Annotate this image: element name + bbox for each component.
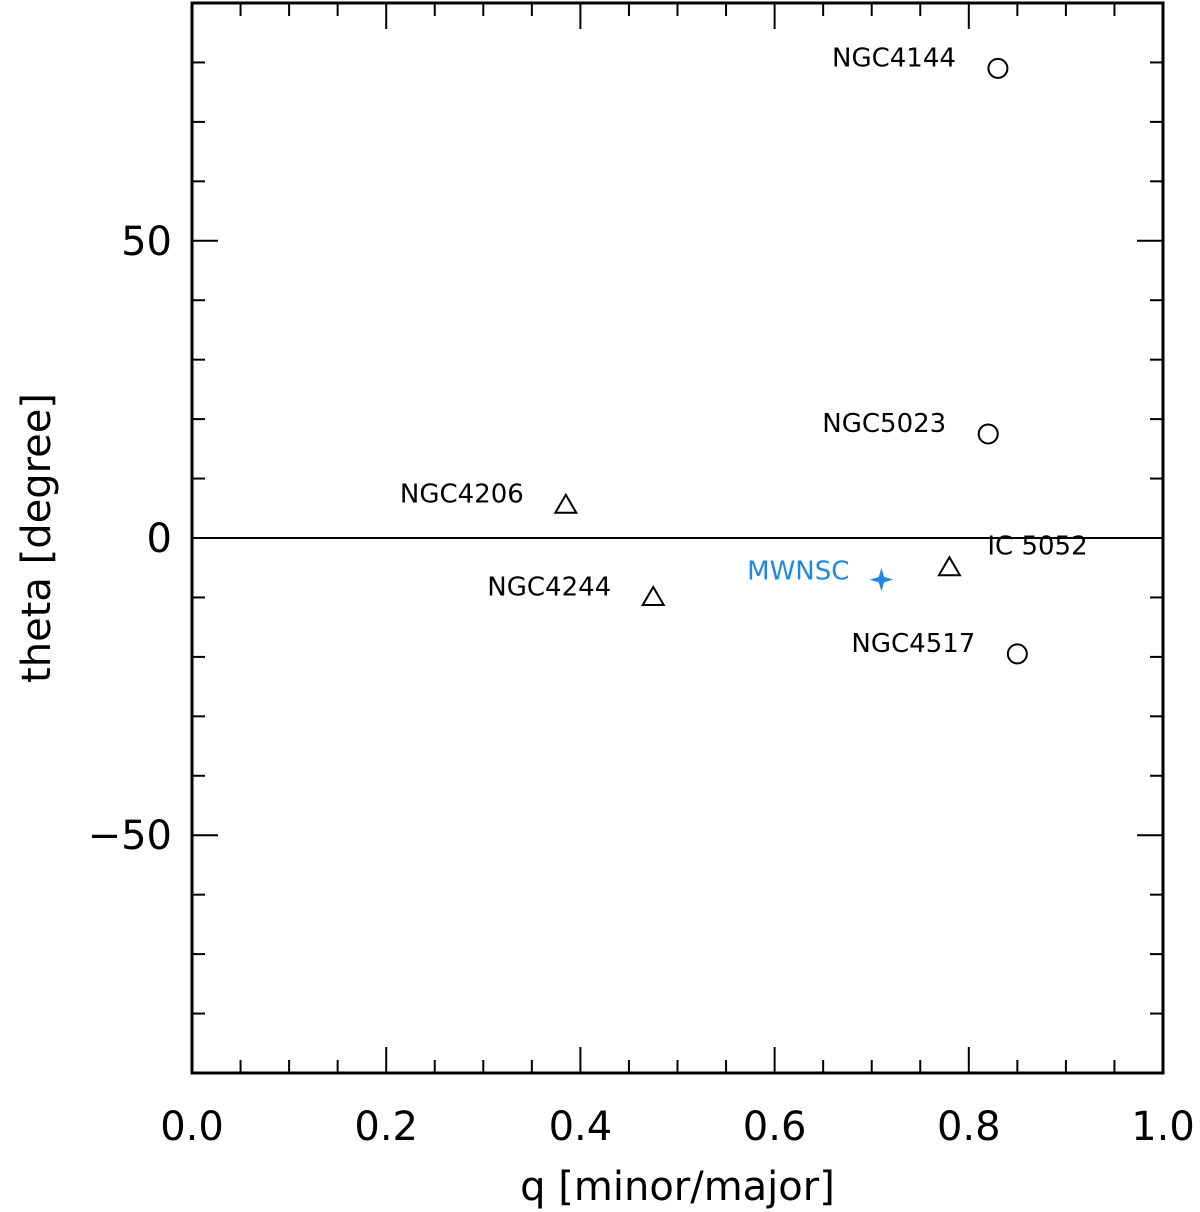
triangle-marker bbox=[553, 492, 579, 514]
data-point: NGC4144 bbox=[832, 43, 1009, 79]
x-tick-label: 0.0 bbox=[160, 1104, 224, 1150]
point-label: MWNSC bbox=[747, 557, 849, 587]
triangle-marker bbox=[640, 584, 666, 606]
point-label: NGC5023 bbox=[822, 409, 946, 439]
circle-marker bbox=[1006, 643, 1028, 665]
point-label: NGC4144 bbox=[832, 43, 956, 73]
y-axis-label: theta [degree] bbox=[14, 393, 60, 683]
plot-frame bbox=[190, 1, 1165, 1075]
tick-labels: 0.0 0.2 0.4 0.6 0.8 1.0 −50 0 50 bbox=[88, 219, 1195, 1150]
star-marker bbox=[869, 567, 894, 592]
x-tick-label: 0.6 bbox=[743, 1104, 807, 1150]
data-point: NGC5023 bbox=[822, 409, 999, 445]
x-tick-label: 0.8 bbox=[937, 1104, 1001, 1150]
circle-marker bbox=[987, 57, 1009, 79]
data-point: NGC4517 bbox=[851, 629, 1028, 665]
triangle-marker bbox=[937, 555, 962, 577]
data-point: NGC4244 bbox=[487, 572, 666, 606]
point-label: IC 5052 bbox=[987, 532, 1087, 562]
data-point: NGC4206 bbox=[400, 479, 579, 514]
point-label: NGC4244 bbox=[487, 572, 611, 602]
x-tick-label: 0.2 bbox=[354, 1104, 418, 1150]
data-point: MWNSC bbox=[747, 557, 894, 592]
y-tick-label: 0 bbox=[147, 516, 172, 562]
data-point: IC 5052 bbox=[937, 532, 1088, 577]
x-axis-label: q [minor/major] bbox=[520, 1164, 835, 1210]
point-label: NGC4206 bbox=[400, 479, 524, 509]
minor-ticks bbox=[192, 3, 1163, 1073]
x-tick-label: 1.0 bbox=[1131, 1104, 1195, 1150]
y-tick-label: 50 bbox=[121, 219, 172, 265]
data-points: NGC4144 NGC5023 NGC4206 IC 5052 MWNSC NGC4244… bbox=[400, 43, 1088, 665]
circle-marker bbox=[977, 423, 999, 445]
x-tick-label: 0.4 bbox=[549, 1104, 613, 1150]
y-tick-label: −50 bbox=[88, 813, 172, 859]
point-label: NGC4517 bbox=[851, 629, 975, 659]
